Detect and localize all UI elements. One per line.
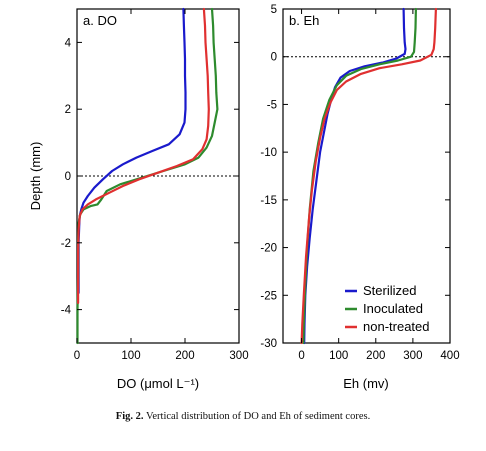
panel-b-plot-frame — [282, 8, 451, 344]
panel-a-ylabel: Depth (mm) — [28, 142, 43, 211]
panel-b-ytick-label: -30 — [260, 338, 277, 350]
panel-a-xtick-label: 0 — [74, 350, 80, 362]
caption-text: Vertical distribution of DO and Eh of se… — [143, 411, 371, 422]
figure-caption: Fig. 2. Vertical distribution of DO and … — [0, 411, 486, 422]
panel-b-ytick-label: -15 — [260, 195, 277, 207]
legend: Sterilized Inoculated non-treated — [345, 283, 430, 334]
panel-a-ytick-label: -2 — [61, 238, 71, 250]
series-line-non-treated — [76, 7, 210, 304]
caption-label: Fig. 2. — [115, 411, 144, 422]
panel-a-ytick-label: 4 — [65, 37, 72, 49]
panel-a-xtick-label: 100 — [121, 350, 140, 362]
panel-a-label: a. DO — [83, 13, 117, 28]
panel-b-eh: 0 100 200 300 400 50-5-10-15-20-25-30 b. Eh … — [260, 4, 459, 391]
series-line-non-treated — [300, 7, 437, 345]
panel-b-xtick-label: 200 — [366, 350, 385, 362]
panel-a-ytick-label: 2 — [65, 104, 71, 116]
panel-b-xtick-label: 0 — [298, 350, 304, 362]
panel-a-xtick-label: 300 — [229, 350, 248, 362]
legend-label-inoculated: Inoculated — [363, 301, 423, 316]
series-line-sterilized — [77, 7, 187, 294]
panel-b-ytick-label: 0 — [271, 52, 277, 64]
panel-a-xlabel: DO (μmol L⁻¹) — [117, 376, 199, 391]
panel-a-ytick-label: 0 — [65, 171, 71, 183]
panel-b-ytick-label: -10 — [260, 147, 277, 159]
panel-b-xtick-label: 100 — [329, 350, 348, 362]
legend-label-sterilized: Sterilized — [363, 283, 416, 298]
panel-a-do: 0 100 200 300 -4 -2 0 2 4 a. DO DO (μmol L⁻¹) D… — [28, 7, 249, 391]
legend-label-non-treated: non-treated — [363, 319, 430, 334]
panel-b-ytick-label: 5 — [271, 4, 277, 16]
panel-b-ytick-label: -5 — [267, 99, 277, 111]
panel-b-ytick-label: -20 — [260, 243, 277, 255]
panel-b-xtick-label: 300 — [403, 350, 422, 362]
panel-b-label: b. Eh — [289, 13, 319, 28]
panel-a-ytick-label: -4 — [61, 305, 72, 317]
panel-b-ytick-label: -25 — [260, 290, 277, 302]
panel-b-xlabel: Eh (mv) — [343, 376, 389, 391]
panel-b-xtick-label: 400 — [440, 350, 459, 362]
panel-a-xtick-label: 200 — [175, 350, 194, 362]
